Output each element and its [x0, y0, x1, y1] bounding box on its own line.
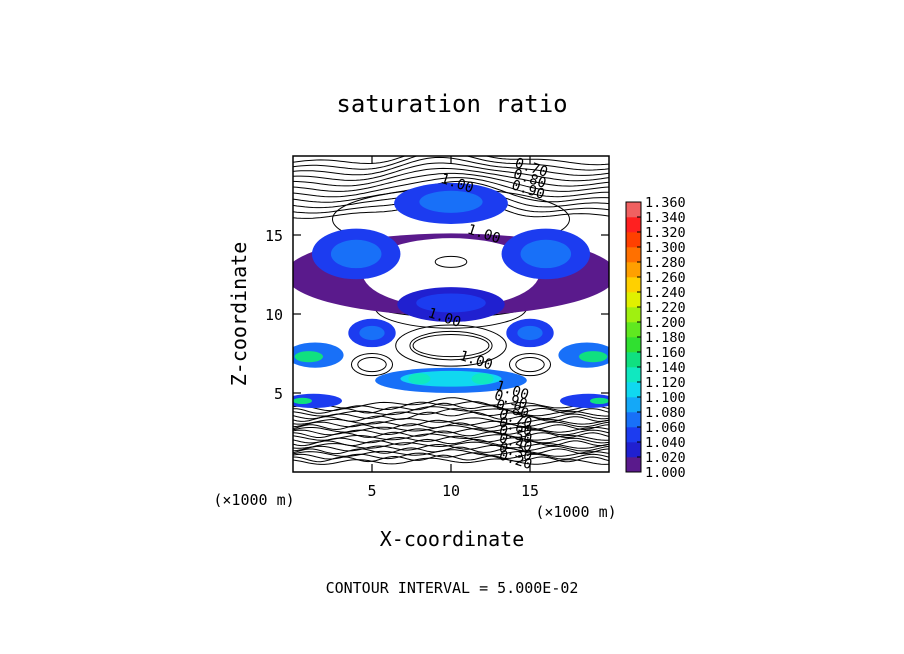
- colorbar-swatch: [626, 367, 641, 383]
- contour-line: [508, 353, 552, 377]
- contour-line: [293, 430, 609, 438]
- contour-line: [293, 452, 609, 460]
- contour-line: [293, 177, 609, 198]
- colorbar-label: 1.100: [645, 390, 686, 406]
- colorbar-swatch: [626, 397, 641, 413]
- colorbar-swatch: [626, 202, 641, 218]
- colorbar-swatch: [626, 427, 641, 443]
- y-axis-label: Z-coordinate: [227, 242, 251, 387]
- x-axis-label: X-coordinate: [380, 527, 525, 551]
- subsaturated-core: [362, 238, 540, 308]
- colorbar-label: 1.160: [645, 345, 686, 361]
- colorbar-label: 1.200: [645, 315, 686, 331]
- colorbar-swatch: [626, 262, 641, 278]
- contour-line: [293, 422, 609, 431]
- contour-line: [293, 457, 609, 465]
- chart-title: saturation ratio: [336, 90, 567, 118]
- colorbar-label: 1.000: [645, 465, 686, 481]
- colorbar-label: 1.180: [645, 330, 686, 346]
- colorbar-swatch: [626, 442, 641, 458]
- saturation-region: [294, 351, 324, 363]
- contour-line: [350, 353, 394, 377]
- colorbar-label: 1.120: [645, 375, 686, 391]
- subsaturated-region: [515, 356, 545, 373]
- x-tick-label: 10: [442, 482, 460, 500]
- contour-line: [293, 419, 609, 428]
- colorbar-swatch: [626, 277, 641, 293]
- x-axis-ticks: 5 10 15: [367, 156, 539, 500]
- colorbar-swatch: [626, 352, 641, 368]
- colorbar-label: 1.140: [645, 360, 686, 376]
- contour-line: [395, 324, 507, 367]
- contour-line: [293, 408, 609, 420]
- colorbar-swatch: [626, 232, 641, 248]
- colorbar-label: 1.340: [645, 210, 686, 226]
- saturation-fill-regions: [293, 182, 609, 409]
- subsaturated-region: [357, 356, 387, 373]
- contour-line: [293, 156, 609, 166]
- subsaturated-region: [412, 334, 490, 358]
- saturation-region: [560, 393, 609, 409]
- colorbar-label: 1.320: [645, 225, 686, 241]
- colorbar-swatch: [626, 382, 641, 398]
- saturation-region: [578, 351, 608, 363]
- colorbar-swatch: [626, 412, 641, 428]
- saturation-region: [293, 393, 342, 409]
- colorbar-swatch: [626, 337, 641, 353]
- colorbar-swatch: [626, 247, 641, 263]
- y-tick-label: 15: [265, 227, 283, 245]
- contour-line: [293, 417, 609, 425]
- colorbar-swatch: [626, 322, 641, 338]
- colorbar-label: 1.040: [645, 435, 686, 451]
- contour-line: [293, 443, 609, 452]
- x-unit-label-left: (×1000 m): [213, 491, 294, 509]
- colorbar-label: 1.240: [645, 285, 686, 301]
- y-tick-label: 10: [265, 306, 283, 324]
- x-tick-label: 15: [521, 482, 539, 500]
- contour-line: [293, 172, 609, 192]
- x-tick-label: 5: [367, 482, 376, 500]
- contour-line: [293, 401, 609, 412]
- colorbar-swatch: [626, 217, 641, 233]
- contour-line: [293, 156, 609, 171]
- contour-line: [293, 435, 609, 444]
- contour-line: [293, 441, 609, 449]
- saturation-region: [471, 373, 494, 385]
- contour-line: [293, 402, 609, 414]
- colorbar: 1.0001.0201.0401.0601.0801.1001.1201.140…: [625, 195, 686, 481]
- contour-interval-note: CONTOUR INTERVAL = 5.000E-02: [326, 579, 579, 597]
- saturation-region: [590, 397, 609, 405]
- colorbar-label: 1.020: [645, 450, 686, 466]
- colorbar-label: 1.260: [645, 270, 686, 286]
- saturation-region: [517, 325, 543, 341]
- contour-line: [293, 428, 609, 436]
- colorbar-swatch: [626, 292, 641, 308]
- saturation-region: [419, 190, 483, 213]
- x-unit-label-right: (×1000 m): [535, 503, 616, 521]
- y-tick-label: 5: [274, 385, 283, 403]
- plot-area: 0.700.800.901.001.001.001.001.000.900.80…: [293, 156, 609, 472]
- contour-line: [293, 167, 609, 187]
- saturation-region: [293, 397, 312, 405]
- colorbar-label: 1.280: [645, 255, 686, 271]
- colorbar-label: 1.060: [645, 420, 686, 436]
- subsaturated-region: [434, 255, 468, 268]
- saturation-region: [330, 239, 382, 269]
- colorbar-swatch: [626, 457, 641, 473]
- colorbar-label: 1.080: [645, 405, 686, 421]
- contour-line: [293, 180, 609, 203]
- contour-line: [293, 454, 609, 463]
- colorbar-label: 1.300: [645, 240, 686, 256]
- saturation-region: [416, 293, 486, 313]
- contour-line: [293, 446, 609, 455]
- y-axis-ticks: 5 10 15: [265, 227, 609, 403]
- saturation-region: [520, 239, 572, 269]
- saturation-region: [408, 373, 431, 385]
- colorbar-label: 1.360: [645, 195, 686, 211]
- colorbar-swatch: [626, 307, 641, 323]
- saturation-region: [359, 325, 385, 341]
- contour-line: [409, 330, 493, 361]
- colorbar-label: 1.220: [645, 300, 686, 316]
